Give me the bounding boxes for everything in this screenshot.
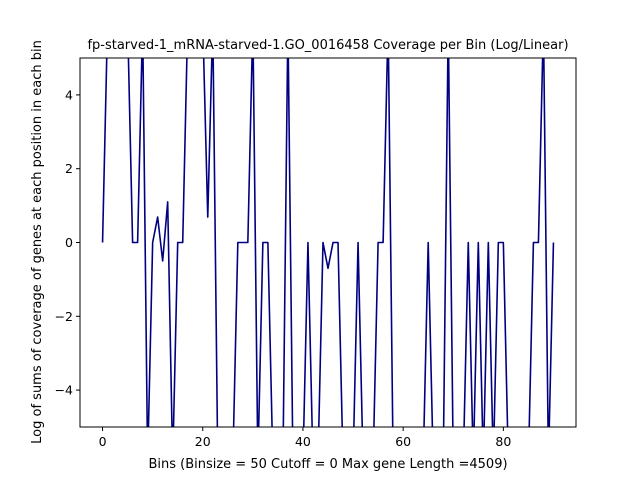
x-tick-label: 0 xyxy=(99,434,107,449)
y-tick-label: −2 xyxy=(55,309,73,324)
x-tick-label: 80 xyxy=(495,434,511,449)
x-axis: 0 20 40 60 80 xyxy=(99,427,511,449)
x-tick-label: 60 xyxy=(395,434,411,449)
x-tick-label: 20 xyxy=(195,434,211,449)
y-tick-label: 4 xyxy=(65,87,73,102)
series-line xyxy=(101,58,555,427)
y-axis-label: Log of sums of coverage of genes at each… xyxy=(30,40,45,444)
y-axis: −4 −2 0 2 4 xyxy=(55,87,80,398)
chart-title: fp-starved-1_mRNA-starved-1.GO_0016458 C… xyxy=(87,38,568,53)
x-axis-label: Bins (Binsize = 50 Cutoff = 0 Max gene L… xyxy=(148,457,507,472)
y-tick-label: 2 xyxy=(65,161,73,176)
y-tick-label: 0 xyxy=(65,235,73,250)
y-tick-label: −4 xyxy=(55,383,73,398)
x-tick-label: 40 xyxy=(295,434,311,449)
series-layer xyxy=(101,58,555,427)
